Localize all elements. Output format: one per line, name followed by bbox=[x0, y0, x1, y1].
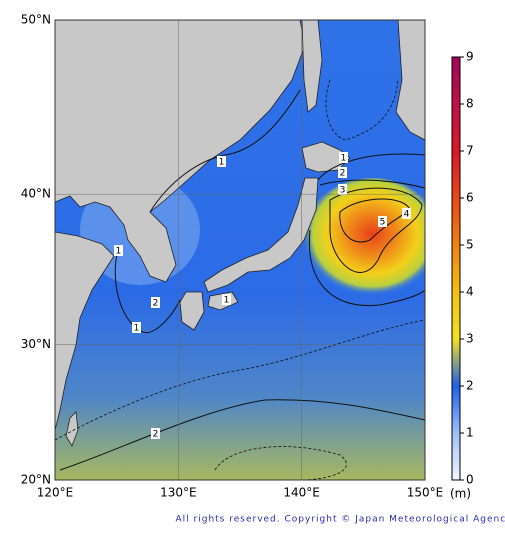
contour-labels: 1 1 1 1 2 1 2 3 4 5 2 bbox=[114, 152, 411, 440]
land-china bbox=[55, 231, 115, 431]
contour-label-box bbox=[151, 297, 160, 308]
colorbar-label: 2 bbox=[466, 379, 474, 393]
contour bbox=[55, 319, 425, 441]
colorbar-label: 4 bbox=[466, 285, 474, 299]
colorbar-unit: (m) bbox=[450, 487, 471, 501]
contour-label: 2 bbox=[340, 169, 346, 179]
contour-label-box bbox=[339, 152, 348, 163]
contour-label-box bbox=[217, 156, 226, 167]
lon-label: 150°E bbox=[407, 486, 444, 500]
colorbar-label: 7 bbox=[466, 144, 474, 158]
contour-label-box bbox=[151, 428, 160, 439]
contour bbox=[214, 446, 347, 480]
contour-label: 1 bbox=[116, 247, 122, 257]
contour-label: 1 bbox=[134, 324, 140, 334]
contour bbox=[319, 179, 425, 189]
lat-label: 50°N bbox=[21, 13, 51, 27]
land-hokkaido bbox=[301, 141, 351, 173]
contour bbox=[329, 187, 423, 273]
contour-label-box bbox=[338, 167, 347, 178]
map-area bbox=[55, 20, 425, 480]
colorbar-label: 1 bbox=[466, 426, 474, 440]
lat-label: 40°N bbox=[21, 187, 51, 201]
colorbar-label: 9 bbox=[466, 50, 474, 64]
contour-label: 3 bbox=[340, 186, 346, 196]
contour-label: 1 bbox=[341, 154, 347, 164]
land-kyushu bbox=[179, 291, 205, 331]
contour-label-box bbox=[222, 294, 231, 305]
land-honshu bbox=[203, 177, 319, 293]
land-sakhalin bbox=[301, 20, 323, 113]
contour-label-box bbox=[132, 322, 141, 333]
colorbar-label: 5 bbox=[466, 238, 474, 252]
contour bbox=[59, 399, 425, 471]
land-taiwan bbox=[65, 411, 79, 447]
high-wave-area bbox=[302, 178, 425, 302]
copyright: All rights reserved. Copyright © Japan M… bbox=[176, 515, 505, 525]
contour bbox=[325, 79, 399, 141]
lon-label: 140°E bbox=[283, 486, 320, 500]
contour-label: 5 bbox=[380, 218, 386, 228]
contour-label: 1 bbox=[224, 296, 230, 306]
contour bbox=[317, 153, 425, 181]
contour-label-box bbox=[378, 216, 387, 227]
colorbar-label: 8 bbox=[466, 97, 474, 111]
contour bbox=[308, 229, 425, 307]
colorbar-label: 3 bbox=[466, 332, 474, 346]
contour-label-box bbox=[114, 245, 123, 256]
lon-label: 130°E bbox=[160, 486, 197, 500]
contour bbox=[339, 198, 411, 243]
lon-label: 120°E bbox=[37, 486, 74, 500]
land-asia bbox=[55, 20, 306, 283]
colorbar-label: 6 bbox=[466, 191, 474, 205]
contour-label: 4 bbox=[404, 210, 410, 220]
land-kuril bbox=[395, 20, 425, 141]
contour-label: 2 bbox=[153, 430, 159, 440]
contour-label-box bbox=[338, 184, 347, 195]
contour-label: 1 bbox=[219, 158, 225, 168]
colorbar-label: 0 bbox=[466, 473, 474, 487]
lat-label: 30°N bbox=[21, 337, 51, 351]
lat-label: 20°N bbox=[21, 473, 51, 487]
contour bbox=[149, 89, 301, 213]
contour-label-box bbox=[402, 208, 411, 219]
colorbar bbox=[451, 56, 461, 481]
contour-label: 2 bbox=[153, 299, 159, 309]
